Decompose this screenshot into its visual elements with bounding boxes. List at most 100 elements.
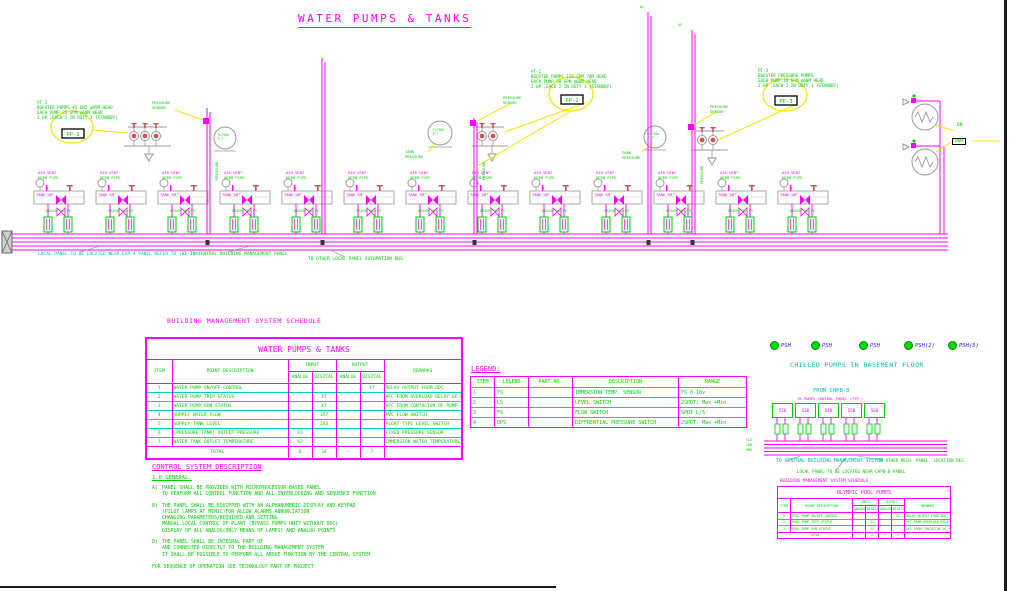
callout-note-line: PT-1	[37, 100, 48, 105]
table-cell: SUPPLY WATER FLOW	[171, 410, 289, 420]
heat-exchanger-icon	[902, 94, 940, 131]
callout-note-line: EACH PUMP 58 GPM @60M HEAD	[531, 79, 597, 85]
callout-note-line: 3 HP ,EACH 1 IN DUTY 1 (STANDBY)	[758, 83, 839, 89]
dn-label: DN	[957, 123, 963, 128]
pressure-sensor-label: PRESSURE SENSOR	[710, 104, 729, 114]
table-row: 1 POOL PUMP ON/OFF CONTROL X2 RELAY OUTPUT …	[777, 512, 952, 519]
paragraph-text: IT SHALL BE POSSIBLE TO PERFORM ALL ABOV…	[162, 552, 370, 558]
table-cell: POINT DESCRIPTION	[171, 359, 289, 384]
vessel-label: V=750L P.T	[433, 128, 445, 136]
drain-valve-label: DRAIN VALVE	[542, 208, 568, 213]
note-to-bms: TO CENTRAL BUILDING MANAGEMENT PANEL	[190, 252, 288, 257]
table-cell: 7	[145, 437, 173, 447]
instrument-box	[621, 216, 631, 233]
tank-outline	[467, 190, 519, 205]
valve-icon	[242, 195, 252, 205]
instrument-box	[167, 216, 177, 233]
table-cell: WATER PUMP ON/OFF CONTROL	[171, 383, 289, 393]
psh-label: PSH	[870, 342, 880, 349]
table-cell: 2SPDT, Max +Min	[678, 417, 747, 428]
table-cell: X7	[311, 401, 337, 411]
table-row: 7 WATER TANK OUTLET TEMPERATURE X3 IMMERSIO…	[145, 437, 463, 447]
table-row: 2 POOL PUMP TRIP STATUS X2 VFC FROM OVERLOA…	[777, 518, 952, 526]
table-cell: 2SPDT, Max +Min	[678, 397, 747, 408]
psh-switch: PSH(5)	[948, 341, 979, 350]
tank-label: TANK 5M³	[718, 192, 737, 197]
tank-outline	[219, 190, 271, 205]
table-cell: X7	[359, 383, 385, 393]
drain-valve-icon	[738, 207, 748, 217]
air-vent-label: AIR VENT	[534, 170, 553, 175]
table-row: 2 WATER PUMP TRIP STATUS X7 VFC FROM OVERLO…	[145, 392, 463, 402]
open-pipe-label: OPEN PIPE	[162, 175, 183, 180]
instrument-box	[851, 423, 858, 435]
valve-icon	[676, 195, 686, 205]
control-title: CONTROL SYSTEM DESCRIPTION	[152, 463, 262, 471]
drain-valve-icon	[552, 207, 562, 217]
table-cell: 3	[470, 407, 495, 418]
callout-tag-box	[61, 128, 85, 139]
control-footer: FOR SEQUENCE OF OPERATION SEE TECHNOLOGY…	[152, 564, 314, 570]
open-pipe-label: OPEN PIPE	[100, 175, 121, 180]
air-vent-label: AIR VENT	[162, 170, 181, 175]
instrument-box	[601, 216, 611, 233]
air-vent-label: AIR VENT	[782, 170, 801, 175]
open-pipe-label: OPEN PIPE	[534, 175, 555, 180]
callout-tag: PP-1	[66, 132, 79, 138]
table-cell: FIXED PRESSURE SENSOR	[383, 428, 463, 438]
drain-valve-label: DRAIN VALVE	[46, 208, 72, 213]
tank-label: TANK 5M³	[284, 192, 303, 197]
open-pipe-label: OPEN PIPE	[224, 175, 245, 180]
table-cell: OUTPUT	[335, 359, 385, 372]
tank-unit	[219, 178, 271, 234]
table-cell	[359, 392, 385, 402]
bus-label: PWR	[746, 448, 752, 452]
table-cell	[335, 401, 361, 411]
table-cell: 2	[145, 392, 173, 402]
bus-label: COM	[746, 443, 752, 447]
table-cell	[335, 437, 361, 447]
open-pipe-label: OPEN PIPE	[410, 175, 431, 180]
tank-outline	[653, 190, 705, 205]
control-paragraph: A) PANEL SHALL BE PROVIDED WITH MICROPROC…	[152, 486, 464, 499]
table-cell: WATER PUMP RUN STATUS	[171, 401, 289, 411]
table-header-row: ITEM POINT DESCRIPTION INPUT OUTPUT REMARKS	[145, 359, 463, 384]
air-vent-label: AIR VENT	[658, 170, 677, 175]
control-paragraphs: A) PANEL SHALL BE PROVIDED WITH MICROPROC…	[152, 486, 464, 559]
table-cell: 2	[470, 397, 495, 408]
instrument-box	[539, 216, 549, 233]
paragraph-text: (PILOT LAMPS AT MIMIC)FOR ALLOW ALARMS A…	[162, 509, 310, 515]
table-cell: 1X7	[311, 410, 337, 420]
table-cell: REMARKS	[903, 498, 952, 513]
table-cell	[287, 401, 313, 411]
open-pipe-label: OPEN PIPE	[348, 175, 369, 180]
table-cell	[903, 531, 952, 539]
pressure-sensor-icon	[688, 124, 694, 130]
tank-outline	[343, 190, 395, 205]
tank-outline	[95, 190, 147, 205]
control-line: MANUAL LOCAL CONTROL OF PLANT (BYPASS PU…	[152, 522, 464, 528]
drain-valve-label: DRAIN VALVE	[294, 208, 320, 213]
table-cell: X3	[287, 428, 313, 438]
drain-valve-label: DRAIN VALVE	[170, 208, 196, 213]
note-local-panel: LOCAL PANEL TO BE LOCATED NEAR EXP-4 PAN…	[38, 252, 201, 257]
paragraph-text: DISPLAY OF ALL ANALOG(ONLY MEANS OF LAMP…	[162, 528, 336, 534]
paragraph-tag: D)	[152, 540, 158, 546]
pump-callout-note: PT-1 BOOSTER PUMPS #3 6M2 @45M HEAD EACH P…	[37, 100, 118, 120]
table-cell: LS	[494, 397, 529, 408]
control-section: 1.0 GENERAL.	[152, 475, 192, 482]
legend-row: 4 DPS DIFFRENTIAL PRESSURE SWITCH 2SPDT, Ma…	[470, 417, 747, 428]
table-cell: DIGITAL	[359, 371, 385, 384]
table-cell: VFC FROM CONTACTOR OF PUMP	[383, 401, 463, 411]
instrument-box	[125, 216, 135, 233]
table-cell: RELAY OUTPUT FROM DDC	[383, 383, 463, 393]
table-cell: ITEM	[145, 359, 173, 384]
air-vent-label: AIR VENT	[472, 170, 491, 175]
instrument-box	[43, 216, 53, 233]
air-vent-label: AIR VENT	[410, 170, 429, 175]
tank-unit	[405, 178, 457, 234]
mini-schedule-heading: BUILDING MANAGEMENT SYSTEM SCHEDULE	[780, 478, 869, 483]
instrument-box	[497, 216, 507, 233]
table-cell: PART NO.	[528, 376, 573, 388]
pressure-sensor-label: PRESSURE SENSOR	[503, 95, 522, 105]
